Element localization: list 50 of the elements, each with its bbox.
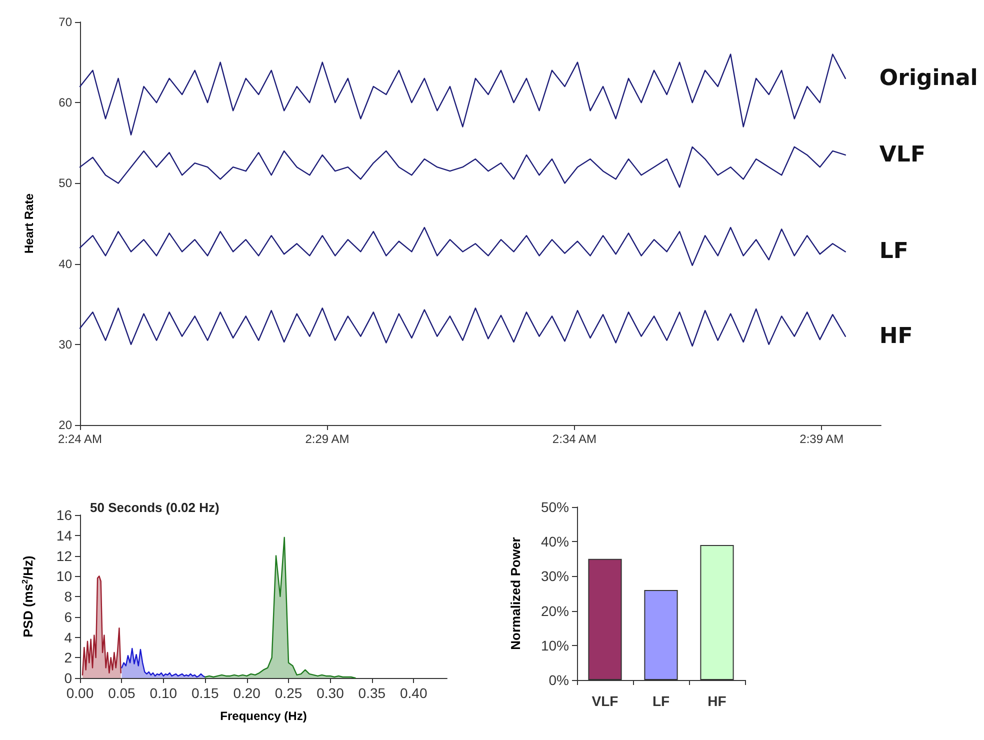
x-tick-label: 0.00 [66,685,94,701]
y-tick-label: 70 [58,15,72,29]
y-tick-label: 40 [58,256,72,271]
y-tick-label: 12 [56,548,72,564]
series-label: LF [879,239,908,264]
series-label: HF [879,324,913,349]
x-tick-label: 0.15 [191,685,219,701]
x-axis-title: Frequency (Hz) [220,709,307,723]
x-tick-label: 0.20 [233,685,261,701]
series-label: Original [879,66,978,91]
x-tick-label: HF [708,693,727,709]
y-tick-label: 30 [58,337,72,352]
x-tick-label: 0.35 [358,685,386,701]
x-tick-label: 0.05 [108,685,136,701]
y-tick-label: 60 [58,96,72,110]
x-tick-label: VLF [592,693,619,709]
y-tick-label: 10% [540,637,569,654]
y-tick-label: 20 [58,418,72,432]
y-axis-title: Normalized Power [508,537,523,650]
x-tick-label: 2:34 AM [552,432,596,446]
y-tick-label: 40% [540,534,569,550]
y-tick-label: 0 [64,670,72,686]
x-tick-label: LF [652,693,670,709]
y-tick-label: 20% [540,602,569,619]
y-axis-title: Heart Rate [22,193,36,254]
line-series [79,308,846,347]
y-tick-label: 10 [56,568,72,584]
x-tick-label: 2:24 AM [58,432,102,446]
x-tick-label: 2:29 AM [305,432,350,446]
y-tick-label: 4 [64,629,72,646]
y-tick-label: 0% [548,672,569,688]
y-tick-label: 8 [64,588,72,604]
series-label: VLF [879,142,926,168]
line-series [79,226,846,266]
y-tick-label: 50% [540,499,569,515]
x-tick-label: 0.40 [400,685,428,701]
x-tick-label: 2:39 AM [800,432,844,446]
y-axis-title: PSD (ms2/Hz) [20,556,36,638]
line-series [79,54,846,136]
y-tick-label: 6 [64,608,72,625]
y-tick-label: 2 [64,650,72,666]
y-tick-label: 30% [540,568,569,584]
text: 50 Seconds (0.02 Hz) [90,500,220,515]
y-tick-label: 14 [56,527,72,544]
x-tick-label: 0.30 [316,685,344,701]
y-tick-label: 50 [58,176,72,190]
x-tick-label: 0.10 [150,685,178,701]
x-tick-label: 0.25 [274,685,302,701]
line-series [79,146,846,188]
y-tick-label: 16 [56,507,72,523]
